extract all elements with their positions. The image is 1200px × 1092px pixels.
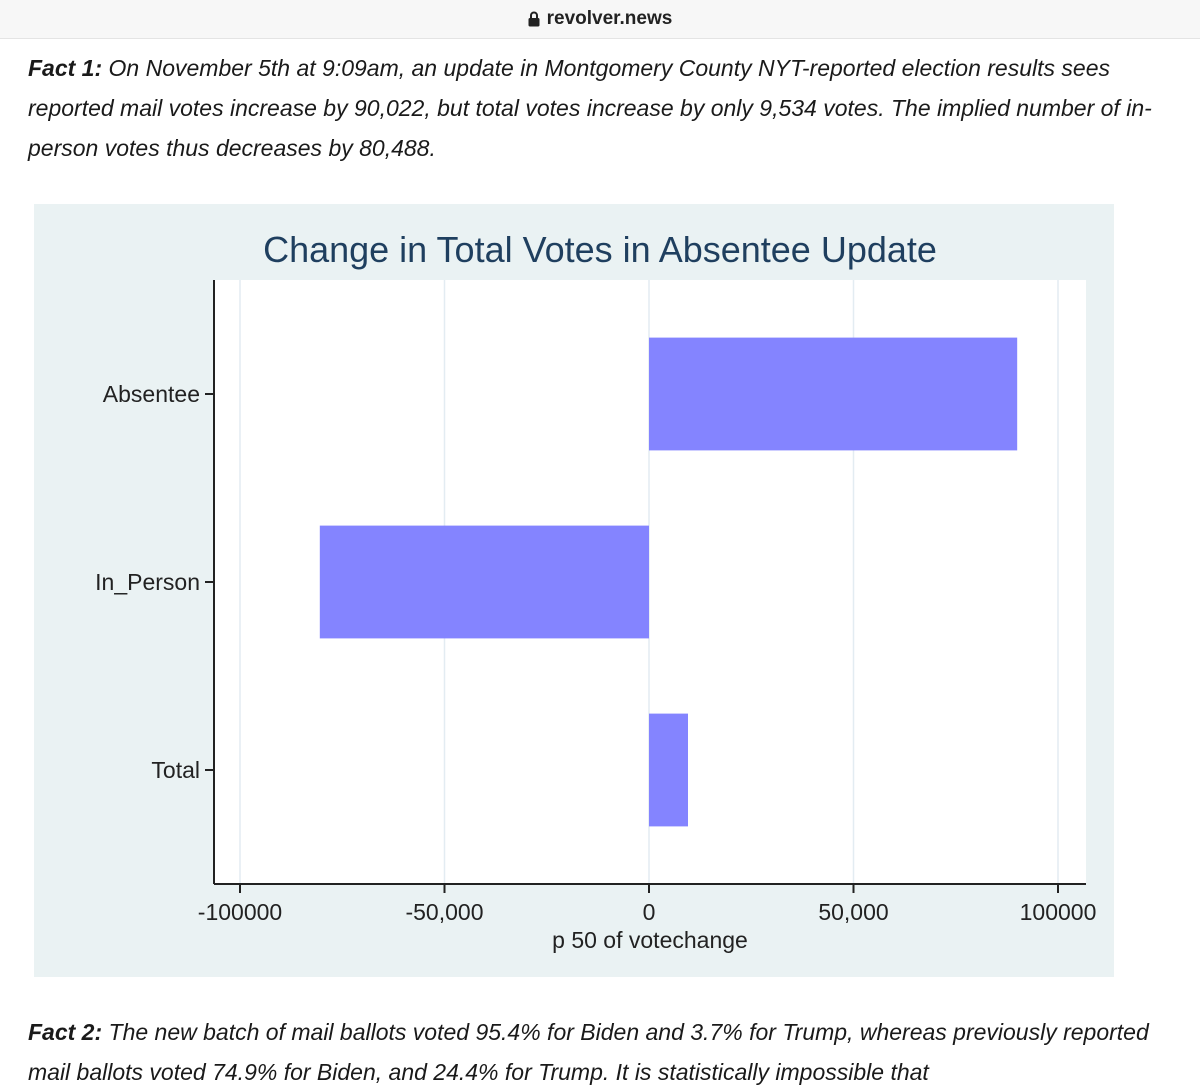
fact-2-text: The new batch of mail ballots voted 95.4… bbox=[28, 1019, 1149, 1085]
fact-1-label: Fact 1: bbox=[28, 55, 103, 81]
browser-url-bar[interactable]: revolver.news bbox=[0, 0, 1200, 39]
x-tick-label: 100000 bbox=[1020, 899, 1097, 925]
fact-1-text: On November 5th at 9:09am, an update in … bbox=[28, 55, 1152, 161]
bar-total bbox=[649, 713, 688, 827]
x-tick-label: 0 bbox=[643, 899, 656, 925]
chart-title: Change in Total Votes in Absentee Update bbox=[263, 229, 937, 270]
url-display[interactable]: revolver.news bbox=[528, 8, 673, 30]
url-text: revolver.news bbox=[546, 8, 673, 29]
y-tick-label: Total bbox=[151, 757, 200, 783]
y-tick-label: In_Person bbox=[95, 569, 200, 595]
x-tick-label: 50,000 bbox=[818, 899, 888, 925]
bar-absentee bbox=[649, 337, 1018, 451]
fact-2-paragraph: Fact 2: The new batch of mail ballots vo… bbox=[28, 1012, 1178, 1092]
y-tick-label: Absentee bbox=[103, 381, 200, 407]
bar-in-person bbox=[319, 525, 649, 639]
bar-chart: Change in Total Votes in Absentee Update… bbox=[34, 204, 1114, 977]
x-tick-label: -50,000 bbox=[405, 899, 483, 925]
x-axis-label: p 50 of votechange bbox=[552, 927, 748, 953]
fact-2-label: Fact 2: bbox=[28, 1019, 103, 1045]
fact-1-paragraph: Fact 1: On November 5th at 9:09am, an up… bbox=[28, 48, 1178, 168]
x-tick-label: -100000 bbox=[198, 899, 282, 925]
bar-chart-svg: Change in Total Votes in Absentee Update… bbox=[95, 229, 1097, 953]
lock-icon bbox=[528, 11, 540, 27]
